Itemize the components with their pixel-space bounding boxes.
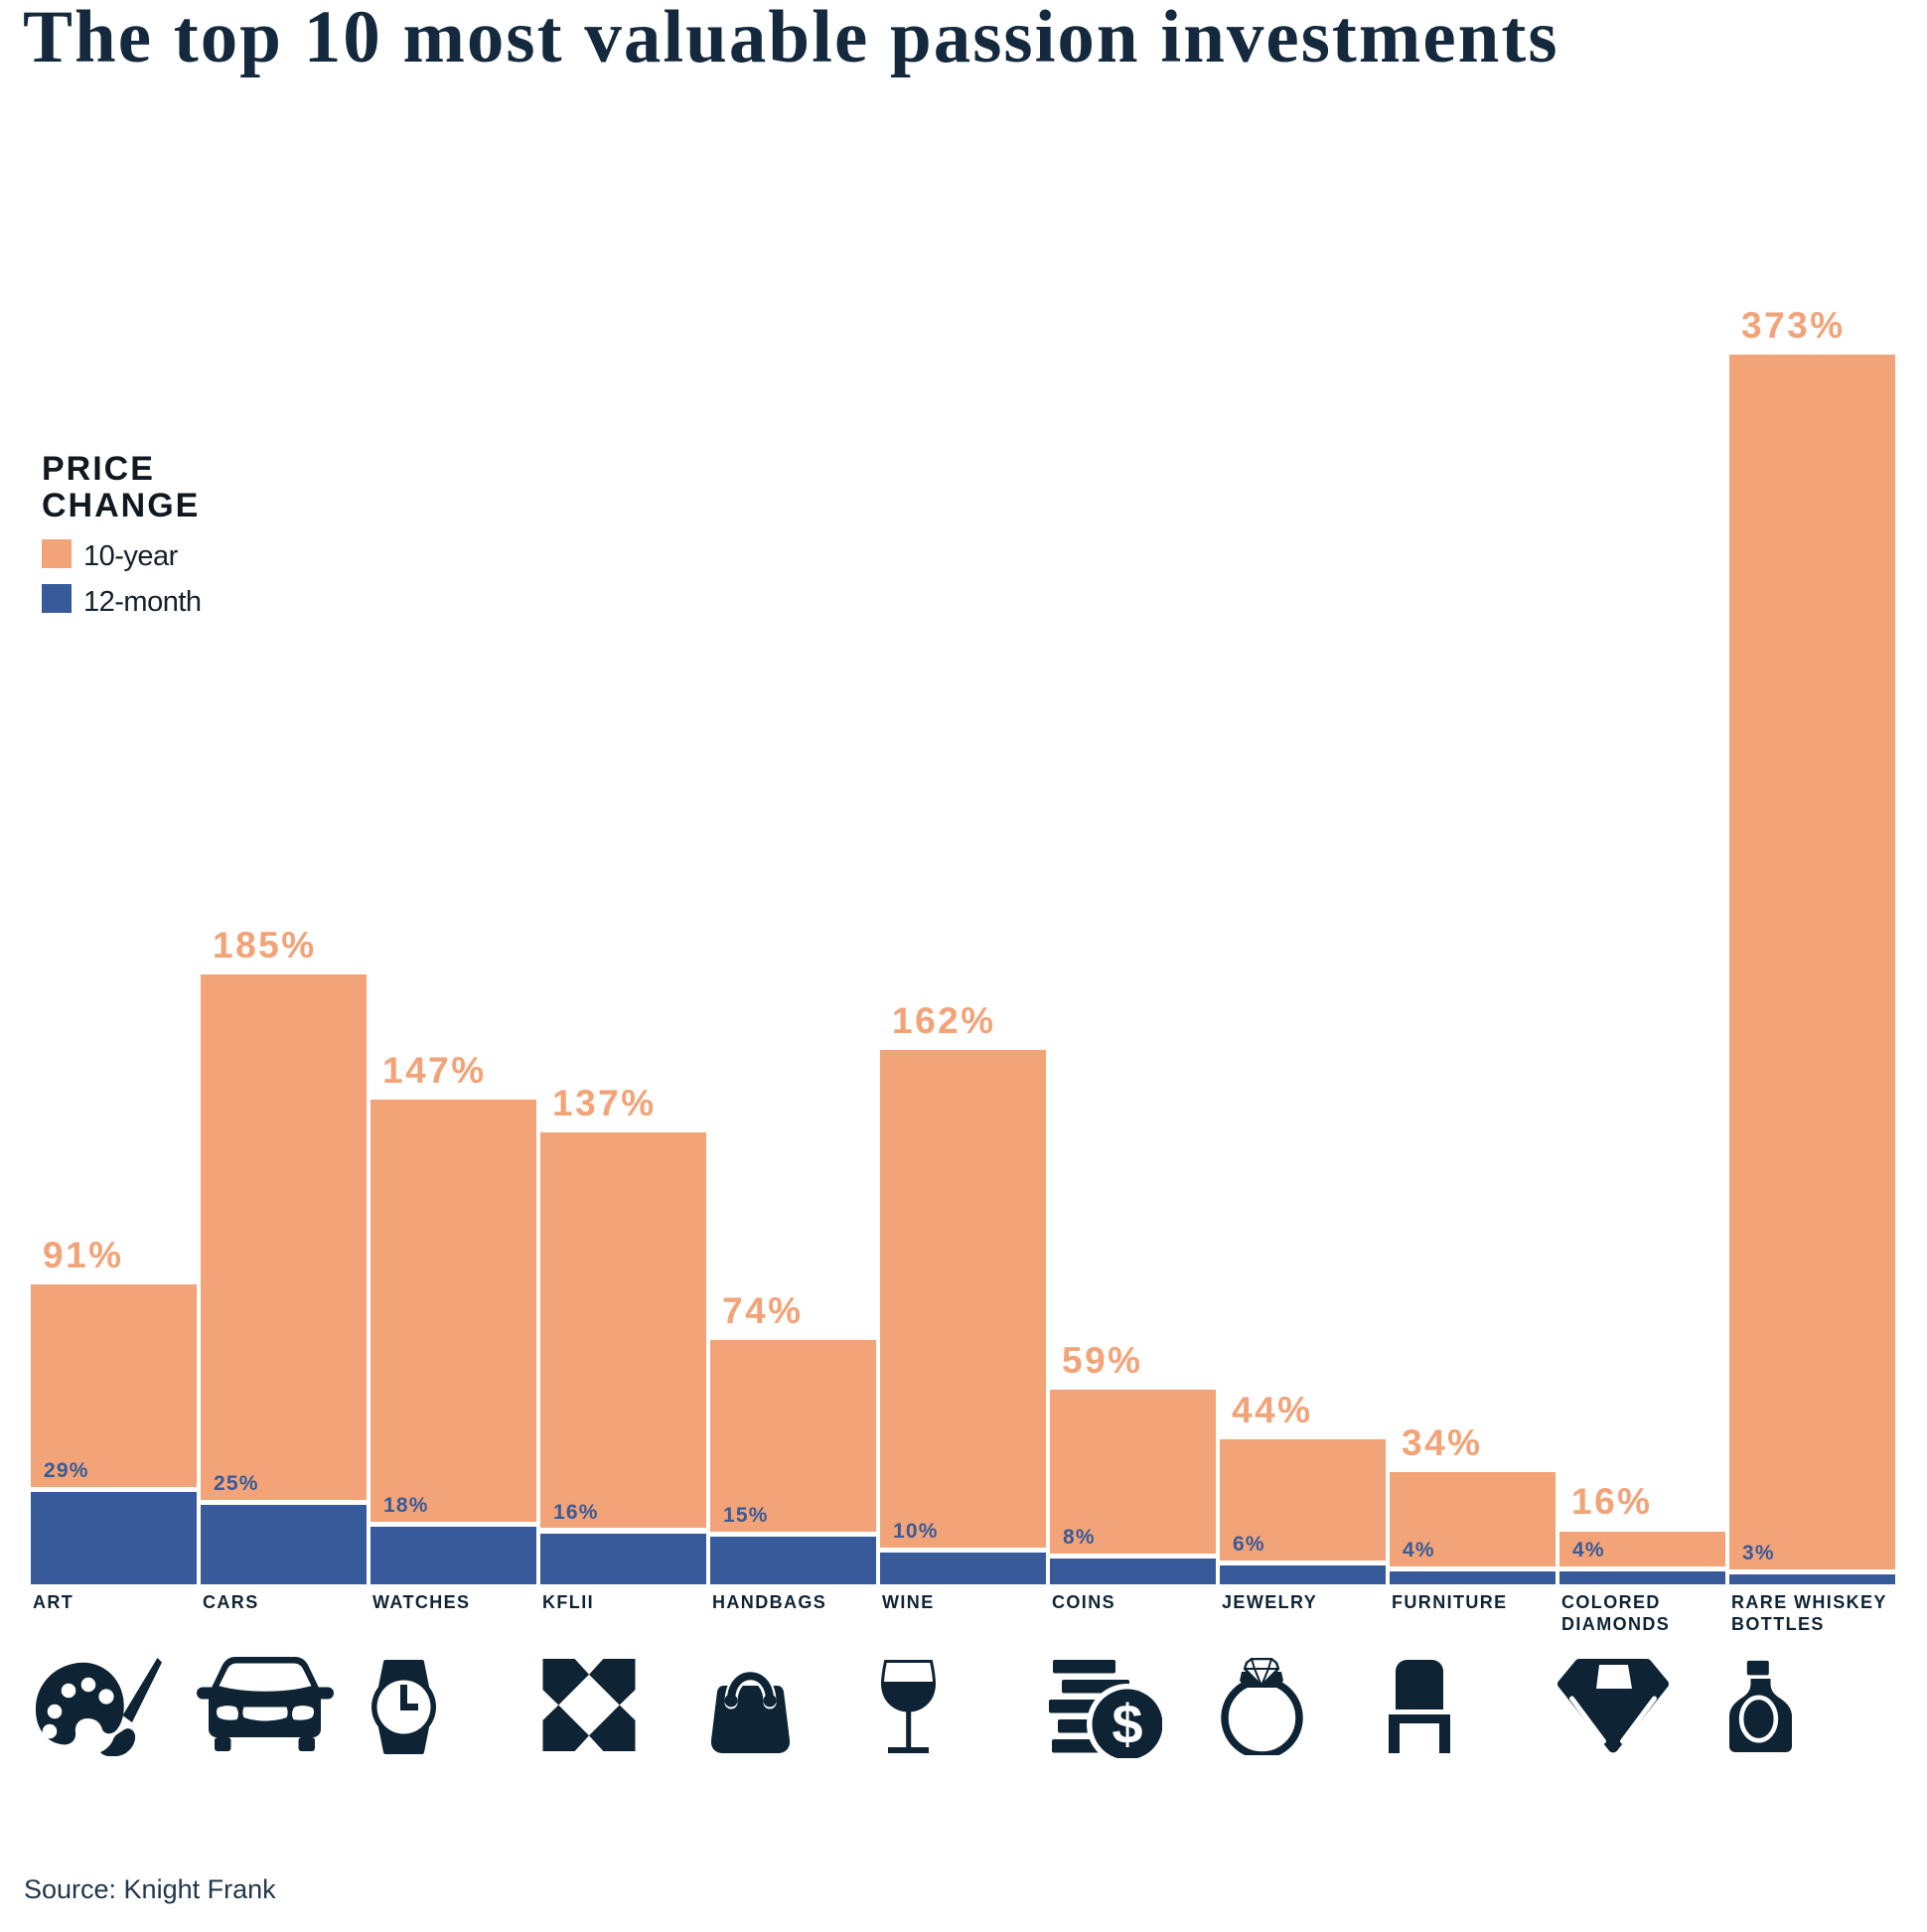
svg-text:$: $ (1112, 1693, 1142, 1755)
